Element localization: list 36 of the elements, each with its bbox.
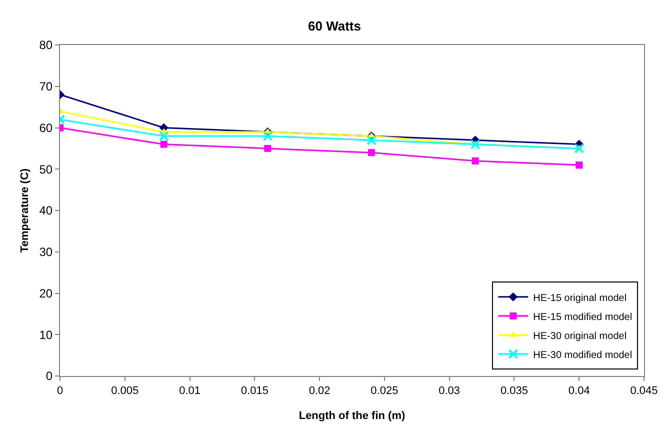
x-tick-label: 0.015 — [240, 385, 268, 398]
point — [576, 161, 583, 168]
y-tick-label: 70 — [39, 80, 53, 94]
point — [264, 144, 272, 152]
x-tick-label: 0.02 — [308, 385, 330, 398]
point — [574, 143, 584, 154]
y-tick-label: 80 — [39, 38, 53, 52]
y-tick-label: 30 — [39, 245, 53, 260]
legend-label: HE-15 modified model — [533, 312, 632, 323]
y-tick-label: 60 — [39, 120, 53, 135]
chart-title: 60 Watts — [308, 18, 361, 34]
point — [470, 139, 480, 150]
legend-label: HE-30 modified model — [533, 350, 632, 361]
legend-label: HE-30 original model — [533, 330, 627, 342]
x-tick-label: 0 — [56, 385, 64, 398]
point — [262, 131, 273, 142]
x-tick-label: 0.01 — [179, 385, 200, 398]
y-tick-label: 20 — [39, 286, 53, 300]
x-tick-label: 0.025 — [370, 385, 398, 398]
y-tick-label: 40 — [39, 204, 53, 218]
legend-label: HE-15 original model — [533, 292, 627, 304]
point — [472, 157, 479, 164]
point — [160, 140, 168, 148]
y-tick-label: 10 — [39, 328, 53, 342]
y-tick-label: 50 — [39, 162, 53, 176]
point — [366, 135, 376, 146]
y-axis-title: Temperature (C) — [19, 168, 31, 253]
x-tick-label: 0.005 — [111, 385, 139, 398]
point — [158, 131, 169, 142]
x-tick-label: 0.035 — [500, 385, 528, 398]
x-tick-label: 0.04 — [568, 385, 590, 398]
x-tick-label: 0.045 — [630, 385, 658, 398]
x-axis-title: Length of the fin (m) — [298, 410, 406, 422]
y-tick-label: 0 — [46, 369, 53, 384]
x-tick-label: 0.03 — [438, 385, 460, 398]
point — [368, 149, 375, 156]
